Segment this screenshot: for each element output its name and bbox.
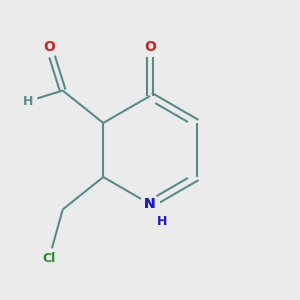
Circle shape (40, 249, 59, 268)
Circle shape (140, 195, 160, 214)
Text: H: H (157, 215, 167, 228)
Text: N: N (144, 197, 156, 211)
Text: Cl: Cl (43, 252, 56, 265)
Text: H: H (22, 95, 33, 108)
Circle shape (40, 38, 59, 57)
Circle shape (18, 92, 37, 111)
Text: O: O (144, 40, 156, 54)
Text: N: N (144, 197, 156, 211)
Circle shape (140, 195, 160, 214)
Circle shape (140, 38, 160, 57)
Text: O: O (43, 40, 55, 54)
